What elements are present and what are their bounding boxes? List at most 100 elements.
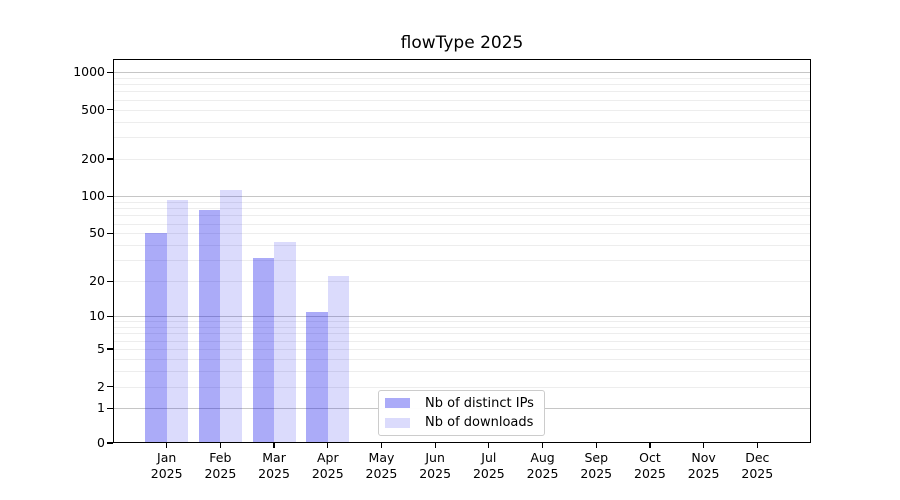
gridline-minor bbox=[113, 327, 811, 329]
y-tick-mark bbox=[107, 315, 113, 317]
x-tick-month: Nov bbox=[691, 450, 716, 465]
x-tick-mark bbox=[380, 443, 383, 448]
y-tick-mark bbox=[107, 442, 113, 444]
y-tick-label: 2 bbox=[97, 378, 105, 394]
bar-nb-of-downloads-apr bbox=[327, 276, 350, 443]
y-tick-label: 100 bbox=[81, 188, 105, 204]
gridline-minor bbox=[113, 281, 811, 283]
y-tick-label: 10 bbox=[89, 308, 105, 324]
x-tick-month: Dec bbox=[745, 450, 770, 465]
gridline-minor bbox=[113, 91, 811, 93]
gridline-minor bbox=[113, 370, 811, 372]
x-tick-mark bbox=[273, 443, 275, 448]
y-tick-mark bbox=[107, 348, 113, 350]
legend-item-downloads: Nb of downloads bbox=[385, 415, 544, 430]
gridline-minor bbox=[113, 77, 811, 79]
y-tick-mark bbox=[107, 71, 113, 73]
x-tick-mark bbox=[434, 443, 436, 448]
x-tick-mark bbox=[327, 443, 329, 448]
bar-nb-of-distinct-ips-jan bbox=[145, 233, 167, 443]
legend-swatch-distinct-ips bbox=[385, 397, 410, 409]
gridline-minor bbox=[113, 159, 811, 161]
gridline-minor bbox=[113, 386, 811, 388]
x-tick-label-sep: Sep 2025 bbox=[563, 450, 629, 481]
plot-area bbox=[113, 59, 811, 443]
gridline-minor bbox=[113, 245, 811, 247]
y-tick-label: 200 bbox=[81, 151, 105, 167]
legend-swatch-downloads bbox=[385, 417, 410, 429]
x-tick-month: Jul bbox=[481, 450, 497, 465]
gridline-minor bbox=[113, 121, 811, 123]
x-tick-year: 2025 bbox=[472, 465, 505, 481]
x-tick-mark bbox=[649, 443, 651, 448]
y-tick-label: 50 bbox=[89, 225, 105, 241]
y-tick-label: 1000 bbox=[73, 64, 105, 80]
x-tick-mark bbox=[541, 443, 544, 448]
x-tick-month: Oct bbox=[639, 450, 661, 465]
gridline-major bbox=[113, 72, 811, 74]
x-tick-year: 2025 bbox=[526, 465, 559, 481]
y-tick-mark bbox=[107, 232, 113, 234]
x-tick-month: Feb bbox=[209, 450, 232, 465]
y-tick-label: 20 bbox=[89, 273, 105, 289]
spine-bottom bbox=[113, 441, 811, 443]
gridline-minor bbox=[113, 349, 811, 351]
bar-nb-of-distinct-ips-mar bbox=[252, 258, 275, 443]
x-tick-mark bbox=[166, 443, 168, 448]
legend-item-distinct-ips: Nb of distinct IPs bbox=[385, 396, 544, 411]
legend-label-distinct-ips: Nb of distinct IPs bbox=[425, 395, 534, 411]
x-tick-month: Jan bbox=[157, 450, 177, 465]
x-tick-year: 2025 bbox=[311, 465, 344, 481]
x-tick-label-oct: Oct 2025 bbox=[617, 450, 683, 481]
x-tick-month: Sep bbox=[584, 450, 608, 465]
x-tick-mark bbox=[595, 443, 597, 448]
x-tick-mark bbox=[756, 443, 758, 448]
y-tick-label: 1 bbox=[97, 400, 105, 416]
gridline-minor bbox=[113, 260, 811, 262]
gridline-minor bbox=[113, 358, 811, 360]
x-tick-year: 2025 bbox=[634, 465, 666, 481]
x-tick-month: Jun bbox=[425, 450, 445, 465]
x-tick-mark bbox=[219, 443, 221, 448]
gridline-minor bbox=[113, 208, 811, 210]
x-tick-month: Mar bbox=[262, 450, 286, 465]
gridline-minor bbox=[113, 109, 811, 111]
x-tick-mark bbox=[703, 443, 705, 448]
x-tick-label-jun: Jun 2025 bbox=[402, 450, 468, 481]
y-tick-mark bbox=[107, 195, 113, 197]
legend: Nb of distinct IPs Nb of downloads bbox=[378, 390, 545, 436]
bar-nb-of-distinct-ips-feb bbox=[198, 210, 221, 443]
gridline-minor bbox=[113, 215, 811, 217]
x-tick-year: 2025 bbox=[419, 465, 452, 481]
x-tick-year: 2025 bbox=[365, 465, 398, 481]
gridline-minor bbox=[113, 340, 811, 342]
gridline-minor bbox=[113, 333, 811, 335]
bar-nb-of-downloads-jan bbox=[166, 199, 189, 443]
x-tick-year: 2025 bbox=[258, 465, 290, 481]
gridline-minor bbox=[113, 201, 811, 203]
gridline-major bbox=[113, 316, 811, 318]
gridline-minor bbox=[113, 84, 811, 86]
x-tick-year: 2025 bbox=[204, 465, 237, 481]
spine-right bbox=[809, 59, 811, 443]
chart-title: flowType 2025 bbox=[400, 33, 524, 53]
x-tick-label-dec: Dec 2025 bbox=[724, 450, 790, 481]
y-tick-label: 0 bbox=[97, 435, 105, 450]
gridline-minor bbox=[113, 233, 811, 235]
y-tick-mark bbox=[107, 158, 113, 160]
y-tick-mark bbox=[107, 385, 113, 388]
y-tick-mark bbox=[107, 407, 113, 410]
x-tick-label-jul: Jul 2025 bbox=[456, 450, 522, 481]
legend-label-downloads: Nb of downloads bbox=[425, 415, 534, 431]
x-tick-label-may: May 2025 bbox=[348, 450, 414, 481]
x-tick-year: 2025 bbox=[741, 465, 774, 481]
x-tick-year: 2025 bbox=[687, 465, 720, 481]
bar-nb-of-downloads-feb bbox=[220, 190, 242, 443]
gridline-minor bbox=[113, 99, 811, 101]
x-tick-label-mar: Mar 2025 bbox=[241, 450, 307, 481]
bar-nb-of-downloads-mar bbox=[274, 242, 296, 443]
spine-left bbox=[113, 59, 115, 443]
x-tick-label-aug: Aug 2025 bbox=[510, 450, 576, 481]
x-tick-year: 2025 bbox=[150, 465, 183, 481]
